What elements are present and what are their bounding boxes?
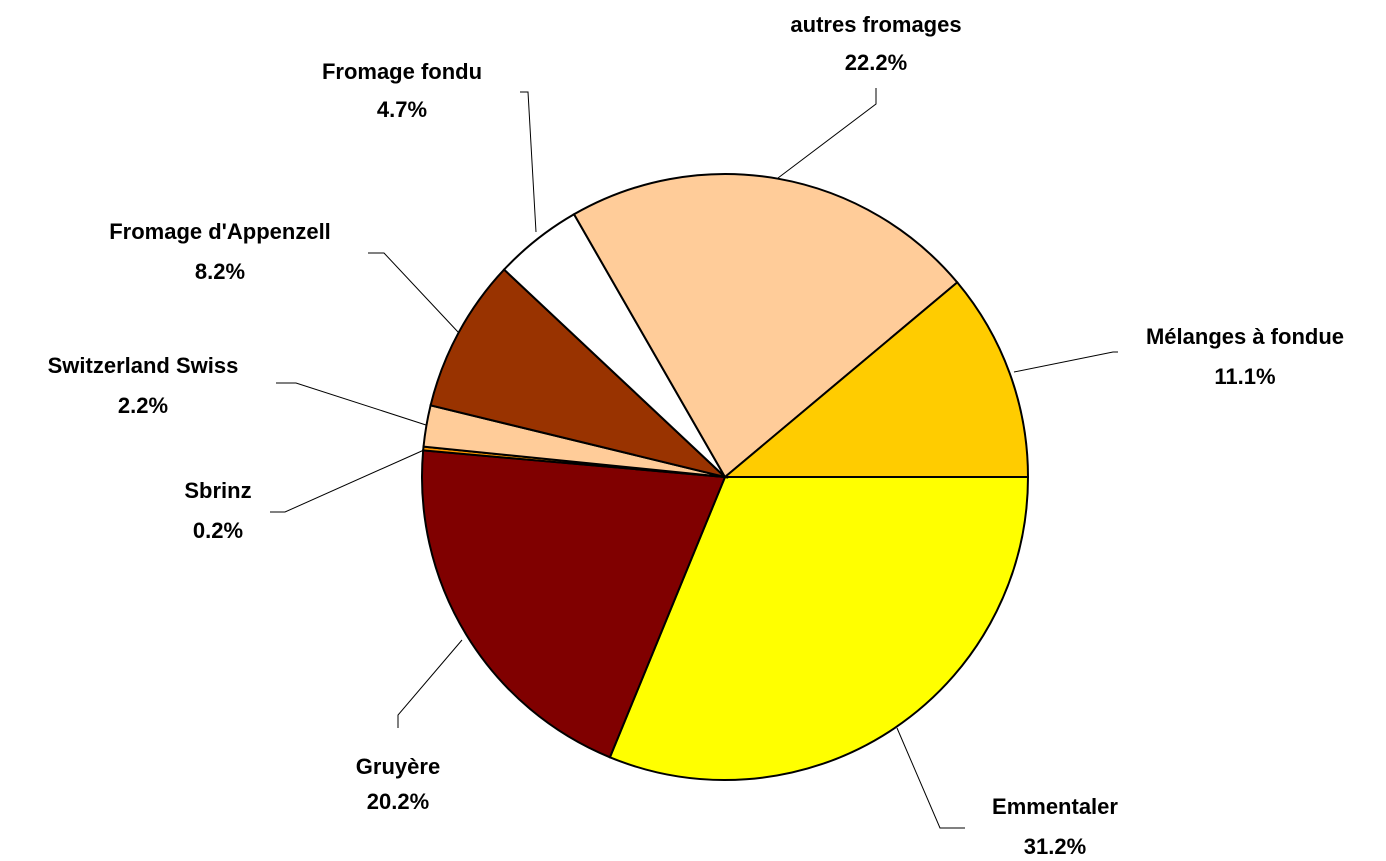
slice-label: Fromage d'Appenzell <box>109 219 331 244</box>
slice-label: Fromage fondu <box>322 59 482 84</box>
slice-value-label: 0.2% <box>193 518 243 543</box>
slice-value-label: 4.7% <box>377 97 427 122</box>
leader-line <box>896 727 965 829</box>
pie-slice <box>572 173 959 479</box>
slice-value-label: 11.1% <box>1214 364 1275 389</box>
slice-label: Sbrinz <box>184 478 251 503</box>
leader-line <box>368 252 459 333</box>
leader-line <box>520 91 537 233</box>
pie-slice <box>429 268 729 479</box>
slice-label: Gruyère <box>356 754 440 779</box>
slice-label: autres fromages <box>790 12 961 37</box>
slice-label: Emmentaler <box>992 794 1118 819</box>
leader-line <box>397 639 463 728</box>
leader-line <box>777 88 877 179</box>
slice-value-label: 22.2% <box>845 50 907 75</box>
leader-line <box>270 449 425 513</box>
leader-line <box>276 382 427 426</box>
leader-line <box>1013 351 1118 373</box>
slice-value-label: 8.2% <box>195 259 245 284</box>
slice-label: Switzerland Swiss <box>48 353 239 378</box>
pie-slice <box>722 280 1030 478</box>
slice-label: Mélanges à fondue <box>1146 324 1344 349</box>
slice-value-label: 31.2% <box>1024 834 1086 859</box>
slice-value-label: 2.2% <box>118 393 168 418</box>
slice-value-label: 20.2% <box>367 789 429 814</box>
pie-slice <box>421 449 727 759</box>
pie-slice <box>608 476 1030 781</box>
